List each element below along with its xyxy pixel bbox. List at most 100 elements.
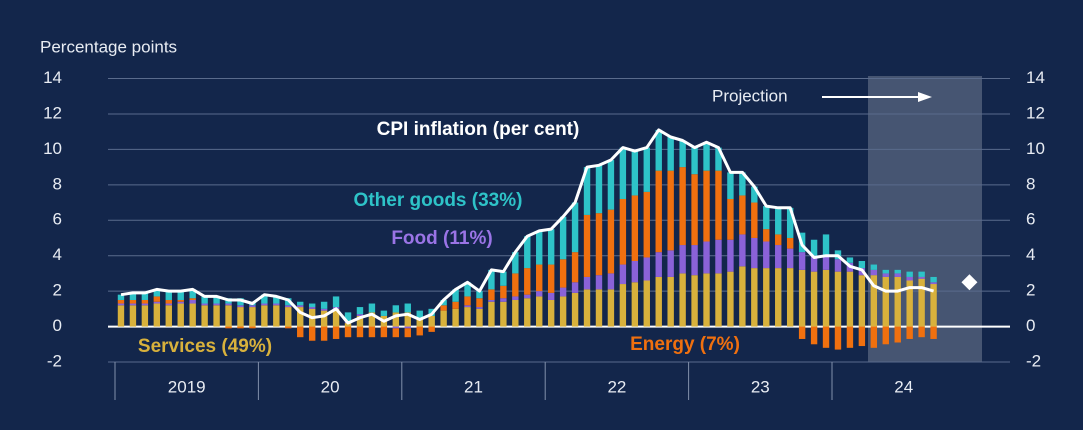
bar-segment xyxy=(559,259,567,288)
y-tick-label: -2 xyxy=(47,351,62,370)
bar-segment xyxy=(452,308,459,327)
bar-segment xyxy=(751,237,758,269)
bar-segment xyxy=(428,315,435,327)
bar-segment xyxy=(153,296,161,302)
bar-segment xyxy=(930,276,937,283)
bar-segment xyxy=(918,278,925,327)
bar-segment xyxy=(117,294,125,300)
bar-segment xyxy=(476,298,483,308)
bar-segment xyxy=(739,195,746,235)
bar-segment xyxy=(715,273,722,327)
bar-segment xyxy=(786,268,794,327)
bar-segment xyxy=(368,326,376,338)
bar-segment xyxy=(655,129,662,171)
bar-segment xyxy=(703,142,710,171)
bar-segment xyxy=(536,291,543,297)
bar-segment xyxy=(583,167,591,215)
bar-segment xyxy=(786,237,794,249)
bar-segment xyxy=(165,299,172,304)
bar-segment xyxy=(225,326,232,329)
bar-segment xyxy=(667,170,674,251)
bar-segment xyxy=(691,174,698,246)
bar-segment xyxy=(536,230,543,265)
bar-segment xyxy=(822,234,830,256)
bar-segment xyxy=(213,303,220,306)
bar-segment xyxy=(273,303,280,306)
y-tick-label: 4 xyxy=(53,245,62,264)
bar-segment xyxy=(416,317,423,327)
bar-segment xyxy=(237,326,244,329)
bar-segment xyxy=(332,326,340,339)
bar-segment xyxy=(380,326,388,338)
bar-segment xyxy=(870,326,878,348)
bar-segment xyxy=(500,301,507,327)
y2-tick-label: 2 xyxy=(1026,281,1035,300)
bar-segment xyxy=(237,305,244,308)
bar-segment xyxy=(177,301,184,304)
bar-segment xyxy=(440,299,447,306)
bar-segment xyxy=(571,252,579,283)
bar-segment xyxy=(583,214,591,277)
bar-segment xyxy=(655,170,662,253)
bar-segment xyxy=(500,271,507,286)
y-tick-label: 8 xyxy=(53,174,62,193)
bar-segment xyxy=(906,326,913,339)
bar-segment xyxy=(822,326,830,348)
bar-segment xyxy=(273,296,280,304)
bar-segment xyxy=(237,298,244,306)
bar-segment xyxy=(870,275,878,327)
cpi-line xyxy=(120,128,935,325)
bar-segment xyxy=(846,326,854,348)
bar-segment xyxy=(571,292,579,327)
bar-segment xyxy=(918,276,925,279)
bar-segment xyxy=(225,305,232,327)
bar-segment xyxy=(631,282,639,327)
bar-segment xyxy=(225,303,232,306)
bar-segment xyxy=(249,305,256,308)
bar-segment xyxy=(512,299,519,327)
bar-segment xyxy=(559,287,567,297)
bar-segment xyxy=(643,280,650,327)
bar-segment xyxy=(165,291,172,300)
bar-segment xyxy=(440,310,447,327)
energy-label: Energy (7%) xyxy=(630,334,740,355)
y-tick-label: 14 xyxy=(43,68,62,87)
bar-segment xyxy=(882,269,889,274)
bar-segment xyxy=(404,328,411,338)
y-axis-label: Percentage points xyxy=(40,37,177,56)
bar-segment xyxy=(595,275,603,290)
bar-segment xyxy=(261,303,268,306)
bar-segment xyxy=(249,307,256,327)
bar-segment xyxy=(643,257,650,281)
bar-segment xyxy=(452,289,459,302)
bar-segment xyxy=(607,209,615,274)
bar-segment xyxy=(739,234,746,267)
bar-segment xyxy=(571,282,579,293)
cpi-label: CPI inflation (per cent) xyxy=(377,119,580,140)
bar-segment xyxy=(117,303,125,306)
bar-segment xyxy=(882,273,889,277)
projection-label: Projection xyxy=(712,86,788,105)
bar-segment xyxy=(679,140,686,168)
bar-segment xyxy=(583,289,591,327)
bar-segment xyxy=(512,273,519,297)
bar-segment xyxy=(691,245,698,276)
y2-tick-label: -2 xyxy=(1026,351,1041,370)
bar-segment xyxy=(798,252,806,270)
bar-segment xyxy=(918,326,925,338)
bar-segment xyxy=(404,326,411,329)
bar-segment xyxy=(631,151,639,196)
bar-segment xyxy=(189,289,196,299)
bar-segment xyxy=(751,186,758,203)
bar-segment xyxy=(273,305,280,327)
bar-segment xyxy=(763,206,770,230)
y2-tick-label: 14 xyxy=(1026,68,1045,87)
bar-segment xyxy=(153,301,161,304)
bar-segment xyxy=(129,303,137,306)
bar-segment xyxy=(571,202,579,253)
projection-arrowhead xyxy=(918,92,932,102)
bar-segment xyxy=(894,276,901,327)
bar-segment xyxy=(918,271,925,277)
bar-segment xyxy=(524,294,531,299)
bar-segment xyxy=(488,289,495,300)
